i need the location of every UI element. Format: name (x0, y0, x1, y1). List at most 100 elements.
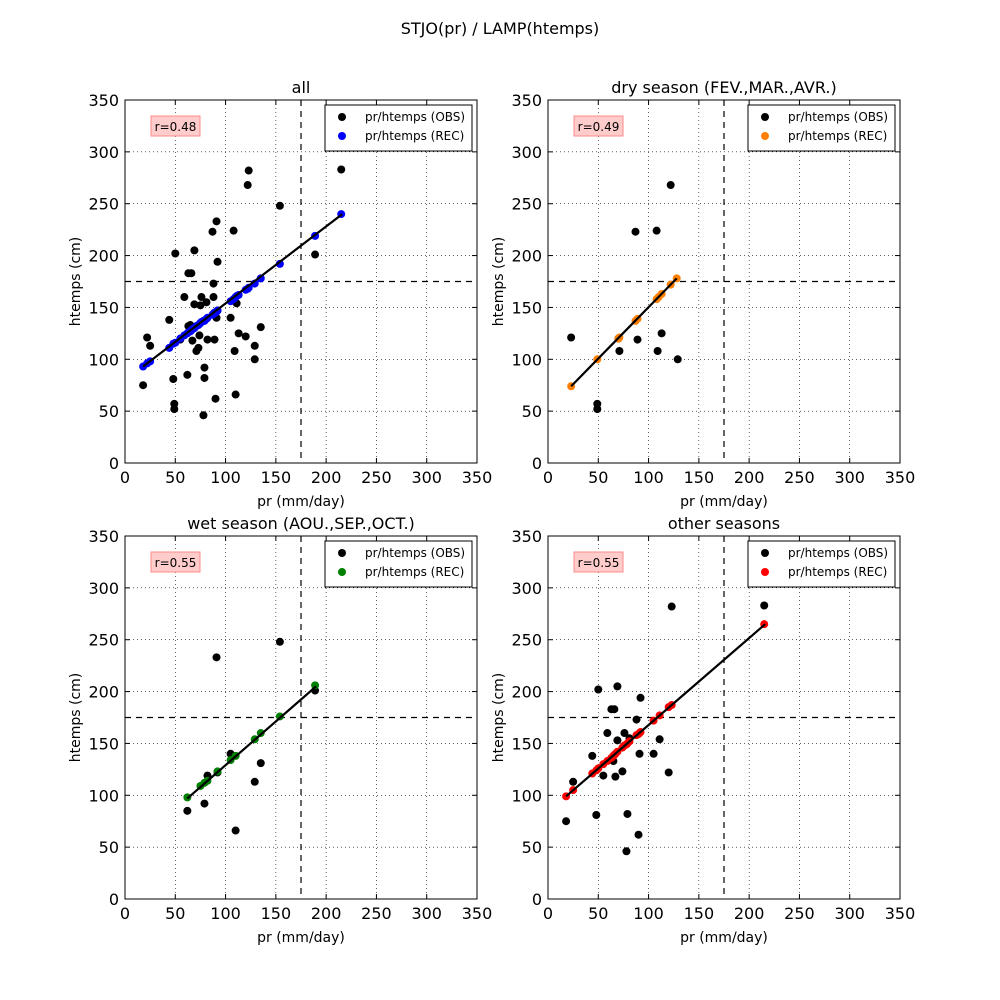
y-tick-label: 350 (88, 91, 119, 110)
obs-point (653, 346, 662, 355)
obs-point (256, 759, 265, 768)
x-tick-label: 200 (734, 904, 765, 923)
obs-point (195, 331, 204, 340)
obs-point (631, 227, 640, 236)
obs-point (230, 346, 239, 355)
obs-point (588, 751, 597, 760)
y-tick-label: 150 (511, 298, 542, 317)
y-tick-label: 100 (88, 350, 119, 369)
obs-point (241, 332, 250, 341)
y-tick-label: 200 (88, 683, 119, 702)
legend-marker (338, 113, 346, 121)
y-axis-label: htemps (cm) (491, 673, 507, 763)
x-tick-label: 200 (311, 468, 342, 487)
plot-frame (124, 99, 478, 464)
legend: pr/htemps (OBS) pr/htemps (REC) (747, 104, 896, 152)
obs-point (170, 405, 179, 414)
legend-box (747, 104, 896, 152)
x-tick-label: 350 (885, 904, 916, 923)
regression-line (186, 685, 317, 800)
panel-title: dry season (FEV.,MAR.,AVR.) (611, 78, 836, 97)
obs-point (673, 355, 682, 364)
x-tick-label: 0 (120, 468, 130, 487)
obs-point (275, 637, 284, 646)
obs-point (256, 323, 265, 332)
x-tick-label: 250 (784, 904, 815, 923)
x-tick-label: 300 (834, 904, 865, 923)
correlation-box (573, 551, 624, 573)
obs-point (209, 293, 218, 302)
obs-point (187, 269, 196, 278)
x-axis-label: pr (mm/day) (257, 930, 345, 946)
obs-point (618, 767, 627, 776)
chart-panel-4: 0 50 100 150 200 250 300 350 0 50 100 150 200 250 300 3… (491, 514, 915, 946)
obs-point (311, 250, 320, 259)
legend-box (324, 104, 473, 152)
obs-point (143, 333, 152, 342)
chart-panel-2: 0 50 100 150 200 250 300 350 0 50 100 150 200 250 300 3… (491, 78, 915, 510)
legend-marker (338, 568, 346, 576)
x-tick-label: 50 (588, 904, 608, 923)
y-tick-label: 250 (511, 631, 542, 650)
y-axis-label: htemps (cm) (68, 673, 84, 763)
x-tick-label: 250 (784, 468, 815, 487)
plot-frame (124, 535, 478, 900)
obs-point (666, 181, 675, 190)
x-tick-label: 200 (311, 904, 342, 923)
obs-point (212, 653, 221, 662)
panel-title: other seasons (668, 514, 780, 533)
y-tick-label: 200 (511, 683, 542, 702)
x-axis-label: pr (mm/day) (680, 930, 768, 946)
obs-point (635, 749, 644, 758)
obs-point (664, 768, 673, 777)
chart-panel-3: 0 50 100 150 200 250 300 350 0 50 100 150 200 250 300 3… (68, 514, 492, 946)
obs-point (250, 355, 259, 364)
regression-line (142, 213, 343, 368)
obs-point (190, 246, 199, 255)
rec-point (256, 274, 265, 283)
obs-point (636, 693, 645, 702)
legend-marker (761, 132, 769, 140)
x-tick-label: 50 (588, 468, 608, 487)
x-tick-label: 100 (633, 904, 664, 923)
x-tick-label: 150 (261, 904, 292, 923)
y-tick-label: 50 (99, 402, 119, 421)
rec-point (244, 283, 253, 292)
obs-point (275, 201, 284, 210)
rec-point (311, 681, 320, 690)
obs-point (209, 279, 218, 288)
y-tick-label: 300 (511, 143, 542, 162)
x-tick-label: 0 (543, 468, 553, 487)
obs-point (250, 341, 259, 350)
obs-point (657, 329, 666, 338)
x-tick-label: 300 (411, 468, 442, 487)
obs-point (183, 806, 192, 815)
obs-point (632, 715, 641, 724)
y-tick-label: 250 (511, 195, 542, 214)
x-tick-label: 300 (411, 904, 442, 923)
y-tick-label: 250 (88, 195, 119, 214)
y-tick-label: 100 (88, 786, 119, 805)
x-tick-label: 350 (462, 904, 493, 923)
x-tick-label: 0 (543, 904, 553, 923)
x-tick-label: 50 (165, 904, 185, 923)
obs-point (231, 390, 240, 399)
legend-marker (338, 132, 346, 140)
obs-point (620, 729, 629, 738)
obs-point (226, 313, 235, 322)
x-tick-label: 50 (165, 468, 185, 487)
legend-label: pr/htemps (OBS) (788, 546, 888, 560)
y-tick-label: 350 (511, 91, 542, 110)
obs-point (229, 226, 238, 235)
x-tick-label: 150 (684, 468, 715, 487)
y-tick-label: 300 (88, 579, 119, 598)
obs-point (633, 335, 642, 344)
obs-point (613, 682, 622, 691)
obs-point (655, 735, 664, 744)
obs-point (652, 226, 661, 235)
y-tick-label: 300 (88, 143, 119, 162)
y-tick-label: 50 (522, 838, 542, 857)
obs-point (210, 335, 219, 344)
obs-point (194, 343, 203, 352)
